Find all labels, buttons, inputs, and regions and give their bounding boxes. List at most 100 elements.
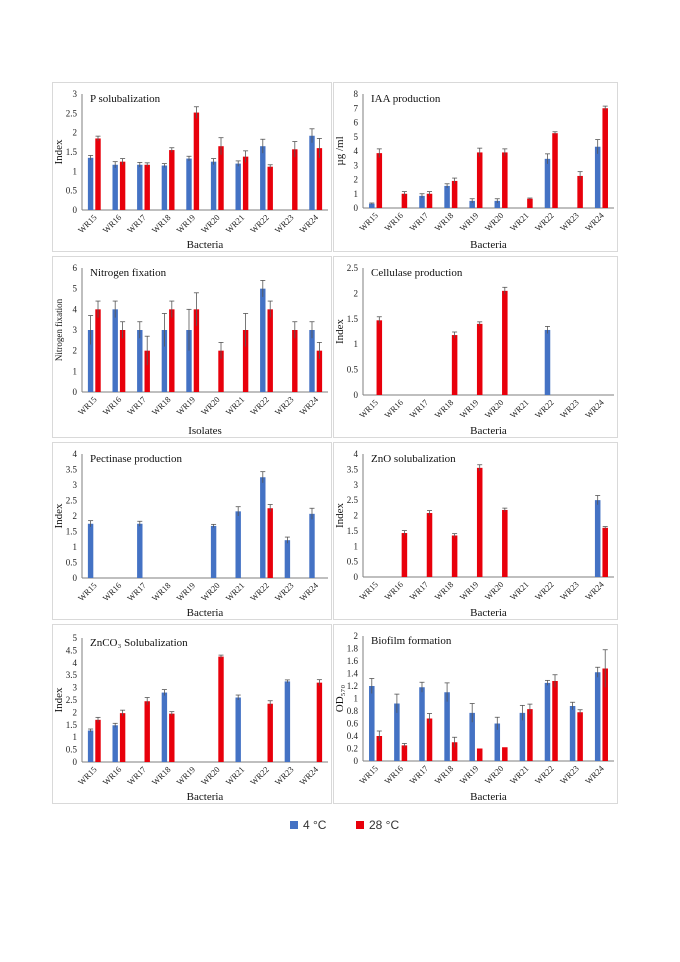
- y-tick-label: 3.5: [66, 465, 78, 475]
- bar-wr20-28c: [502, 290, 508, 395]
- bar-wr15-4c: [87, 330, 94, 392]
- bar-wr15-28c: [376, 320, 383, 395]
- legend-swatch-28c: [356, 821, 364, 829]
- y-tick-label: 0: [73, 205, 78, 215]
- bar-wr23-4c: [284, 540, 291, 578]
- bar-wr21-28c: [527, 198, 533, 208]
- y-tick-label: 3.5: [66, 670, 78, 680]
- y-tick-label: 0.2: [347, 744, 358, 754]
- y-tick-label: 1: [73, 542, 78, 552]
- y-tick-label: 3: [354, 480, 359, 490]
- y-tick-label: 1.6: [347, 656, 359, 666]
- bar-wr17-28c: [426, 513, 433, 577]
- y-axis-label: Index: [53, 687, 65, 713]
- bar-wr19-28c: [476, 748, 483, 761]
- bar-wr23-28c: [577, 175, 583, 208]
- bar-wr19-28c: [193, 309, 200, 392]
- legend-swatch-4c: [290, 821, 298, 829]
- y-tick-label: 3.5: [347, 464, 359, 474]
- bar-wr16-4c: [112, 309, 118, 392]
- y-tick-label: 2: [73, 511, 78, 521]
- y-tick-label: 2: [354, 175, 359, 185]
- x-axis-label: Isolates: [188, 425, 222, 437]
- bar-wr23-28c: [292, 149, 298, 210]
- bar-wr19-4c: [469, 200, 475, 208]
- panel-frame: [333, 82, 618, 252]
- bar-wr15-28c: [376, 153, 383, 208]
- y-tick-label: 0: [354, 203, 359, 213]
- bar-wr16-28c: [119, 713, 126, 762]
- y-tick-label: 6: [354, 118, 359, 128]
- bar-wr20-4c: [494, 200, 501, 208]
- bar-wr20-28c: [218, 146, 224, 210]
- y-tick-label: 0.5: [347, 557, 359, 567]
- y-tick-label: 3: [73, 683, 78, 693]
- bar-wr15-4c: [87, 523, 94, 578]
- y-tick-label: 2: [354, 631, 359, 641]
- bar-wr18-4c: [444, 185, 450, 208]
- y-tick-label: 1.5: [66, 720, 78, 730]
- y-tick-label: 2: [73, 128, 78, 138]
- bar-wr17-28c: [426, 718, 433, 761]
- chart-title: ZnO solubalization: [371, 453, 456, 465]
- bar-wr16-28c: [401, 533, 408, 577]
- bar-wr16-4c: [112, 725, 118, 762]
- y-tick-label: 2.5: [66, 496, 78, 506]
- y-tick-label: 0: [354, 756, 359, 766]
- y-tick-label: 1.5: [347, 526, 359, 536]
- bar-wr19-28c: [193, 112, 200, 210]
- bar-wr24-4c: [309, 330, 315, 392]
- y-tick-label: 0: [73, 573, 78, 583]
- bar-wr21-28c: [242, 156, 249, 210]
- bar-wr18-28c: [169, 713, 175, 762]
- bar-wr24-28c: [316, 148, 323, 210]
- x-axis-label: Bacteria: [187, 607, 224, 619]
- bar-wr19-4c: [186, 158, 192, 210]
- bar-wr16-28c: [119, 161, 126, 210]
- y-tick-label: 8: [354, 89, 359, 99]
- bar-wr22-28c: [267, 309, 273, 392]
- bar-wr24-4c: [309, 135, 315, 210]
- x-axis-label: Bacteria: [470, 791, 507, 803]
- bar-wr20-28c: [502, 152, 508, 208]
- y-tick-label: 2: [354, 511, 359, 521]
- bar-wr20-4c: [494, 723, 501, 761]
- bar-wr15-28c: [95, 138, 101, 210]
- y-tick-label: 0.4: [347, 731, 359, 741]
- bar-wr15-4c: [369, 686, 375, 761]
- bar-wr19-28c: [476, 467, 483, 577]
- bar-wr20-4c: [210, 525, 217, 578]
- y-tick-label: 1: [354, 694, 359, 704]
- bar-wr18-28c: [169, 309, 175, 392]
- bar-wr23-28c: [292, 330, 298, 392]
- chart-title: IAA production: [371, 93, 441, 105]
- bar-wr18-28c: [451, 535, 458, 577]
- bar-wr18-28c: [451, 335, 458, 395]
- bar-wr22-28c: [552, 133, 558, 208]
- panel-frame: [333, 442, 618, 620]
- y-tick-label: 0.5: [66, 186, 78, 196]
- y-tick-label: 1.5: [66, 147, 78, 157]
- chart-title: Pectinase production: [90, 453, 182, 465]
- legend-label-4c: 4 °C: [303, 818, 327, 832]
- y-axis-label: Index: [334, 502, 346, 528]
- bar-wr24-28c: [602, 527, 608, 577]
- y-tick-label: 1.5: [347, 314, 359, 324]
- y-tick-label: 4: [73, 304, 78, 314]
- bar-wr22-4c: [544, 329, 551, 395]
- y-tick-label: 7: [354, 103, 359, 113]
- bar-wr19-4c: [469, 712, 475, 761]
- panel-frame: [52, 82, 332, 252]
- bar-wr22-4c: [544, 682, 551, 761]
- x-axis-label: Bacteria: [187, 791, 224, 803]
- y-tick-label: 2: [73, 707, 78, 717]
- legend: 4 °C 28 °C: [0, 818, 680, 838]
- y-tick-label: 2: [73, 346, 78, 356]
- bar-wr18-28c: [169, 150, 175, 210]
- bar-wr21-4c: [235, 511, 241, 578]
- bar-wr24-28c: [316, 350, 323, 392]
- bar-wr15-28c: [95, 719, 101, 762]
